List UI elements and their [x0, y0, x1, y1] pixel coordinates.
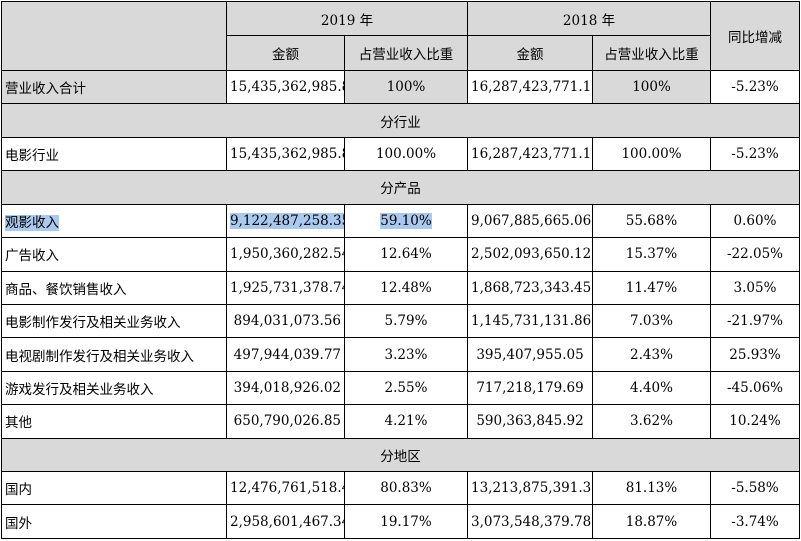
highlighted-amount: 9,122,487,258.35: [230, 212, 344, 229]
amount-2019: 12,476,761,518.49: [226, 471, 345, 506]
section-header-industry: 分行业: [1, 103, 800, 138]
section-header-region: 分地区: [1, 437, 800, 473]
header-2018: 2018 年: [467, 1, 711, 36]
amount-2019: 15,435,362,985.83: [226, 69, 345, 105]
ratio-2018: 15.37%: [592, 237, 711, 272]
amount-2018: 717,218,179.69: [467, 370, 593, 406]
yoy-change: -3.74%: [710, 504, 800, 539]
table-row: 观影收入 9,122,487,258.35 59.10% 9,067,885,6…: [1, 203, 800, 239]
header-ratio-2019: 占营业收入比重: [344, 35, 468, 71]
row-label: 广告收入: [1, 237, 227, 272]
ratio-2018: 81.13%: [592, 471, 711, 506]
table-row: 电影制作发行及相关业务收入 894,031,073.56 5.79% 1,145…: [1, 303, 800, 339]
amount-2018: 2,502,093,650.12: [467, 237, 593, 272]
yoy-change: -5.58%: [710, 471, 800, 506]
row-label: 其他: [1, 404, 227, 439]
row-label: 电视剧制作发行及相关业务收入: [1, 337, 227, 372]
amount-2018: 16,287,423,771.15: [467, 136, 593, 172]
yoy-change: -22.05%: [710, 237, 800, 272]
amount-2019: 15,435,362,985.83: [226, 136, 345, 172]
yoy-change: -45.06%: [710, 370, 800, 406]
amount-2019: 650,790,026.85: [226, 404, 345, 439]
section-title: 分产品: [1, 170, 800, 205]
ratio-2019: 100.00%: [344, 136, 468, 172]
amount-2018: 590,363,845.92: [467, 404, 593, 439]
row-label: 观影收入: [1, 203, 227, 239]
header-row-fields: 金额 占营业收入比重 金额 占营业收入比重: [2, 35, 800, 71]
total-row: 营业收入合计 15,435,362,985.83 100% 16,287,423…: [1, 69, 800, 105]
table-row: 电视剧制作发行及相关业务收入 497,944,039.77 3.23% 395,…: [1, 337, 800, 372]
header-amount-2019: 金额: [226, 35, 345, 71]
table-row: 游戏发行及相关业务收入 394,018,926.02 2.55% 717,218…: [1, 370, 800, 406]
amount-2019: 394,018,926.02: [226, 370, 345, 406]
amount-2019: 9,122,487,258.35: [226, 203, 345, 239]
yoy-change: 10.24%: [710, 404, 800, 439]
ratio-2019: 100%: [344, 69, 468, 105]
amount-2019: 1,950,360,282.54: [226, 237, 345, 272]
ratio-2019: 19.17%: [344, 504, 468, 539]
ratio-2019: 12.64%: [344, 237, 468, 272]
ratio-2018: 2.43%: [592, 337, 711, 372]
table-row: 其他 650,790,026.85 4.21% 590,363,845.92 3…: [1, 404, 800, 439]
ratio-2019: 5.79%: [344, 303, 468, 339]
highlighted-ratio: 59.10%: [380, 212, 432, 229]
yoy-change: 0.60%: [710, 203, 800, 239]
amount-2019: 894,031,073.56: [226, 303, 345, 339]
amount-2018: 395,407,955.05: [467, 337, 593, 372]
section-header-product: 分产品: [1, 170, 800, 205]
highlighted-label: 观影收入: [5, 214, 59, 231]
row-label: 国外: [1, 504, 227, 539]
header-amount-2018: 金额: [467, 35, 593, 71]
header-yoy: 同比增减: [710, 1, 800, 71]
table-row: 电影行业 15,435,362,985.83 100.00% 16,287,42…: [1, 136, 800, 172]
amount-2018: 13,213,875,391.37: [467, 471, 593, 506]
amount-2019: 497,944,039.77: [226, 337, 345, 372]
yoy-change: 3.05%: [710, 270, 800, 305]
row-label: 游戏发行及相关业务收入: [1, 370, 227, 406]
ratio-2019: 4.21%: [344, 404, 468, 439]
table-row: 国外 2,958,601,467.34 19.17% 3,073,548,379…: [1, 504, 800, 539]
row-label: 国内: [1, 471, 227, 506]
ratio-2018: 11.47%: [592, 270, 711, 305]
header-ratio-2018: 占营业收入比重: [592, 35, 711, 71]
amount-2018: 9,067,885,665.06: [467, 203, 593, 239]
row-label: 电影行业: [1, 136, 227, 172]
amount-2019: 2,958,601,467.34: [226, 504, 345, 539]
ratio-2019: 12.48%: [344, 270, 468, 305]
ratio-2018: 100%: [592, 69, 711, 105]
header-2019: 2019 年: [226, 1, 468, 36]
table-row: 商品、餐饮销售收入 1,925,731,378.74 12.48% 1,868,…: [1, 270, 800, 305]
amount-2019: 1,925,731,378.74: [226, 270, 345, 305]
ratio-2018: 3.62%: [592, 404, 711, 439]
amount-2018: 1,145,731,131.86: [467, 303, 593, 339]
yoy-change: -5.23%: [710, 136, 800, 172]
ratio-2018: 4.40%: [592, 370, 711, 406]
ratio-2019: 80.83%: [344, 471, 468, 506]
ratio-2019: 59.10%: [344, 203, 468, 239]
yoy-change: 25.93%: [710, 337, 800, 372]
amount-2018: 1,868,723,343.45: [467, 270, 593, 305]
ratio-2019: 2.55%: [344, 370, 468, 406]
row-label: 电影制作发行及相关业务收入: [1, 303, 227, 339]
row-label: 营业收入合计: [1, 69, 227, 105]
yoy-change: -5.23%: [710, 69, 800, 105]
ratio-2018: 18.87%: [592, 504, 711, 539]
header-row-years: 2019 年 2018 年 同比增减: [1, 1, 800, 71]
yoy-change: -21.97%: [710, 303, 800, 339]
amount-2018: 16,287,423,771.15: [467, 69, 593, 105]
section-title: 分地区: [1, 437, 800, 473]
row-label: 商品、餐饮销售收入: [1, 270, 227, 305]
ratio-2018: 7.03%: [592, 303, 711, 339]
ratio-2018: 100.00%: [592, 136, 711, 172]
section-title: 分行业: [1, 103, 800, 138]
amount-2018: 3,073,548,379.78: [467, 504, 593, 539]
table-row: 国内 12,476,761,518.49 80.83% 13,213,875,3…: [1, 471, 800, 506]
header-corner: [1, 1, 227, 71]
ratio-2019: 3.23%: [344, 337, 468, 372]
table-row: 广告收入 1,950,360,282.54 12.64% 2,502,093,6…: [1, 237, 800, 272]
ratio-2018: 55.68%: [592, 203, 711, 239]
